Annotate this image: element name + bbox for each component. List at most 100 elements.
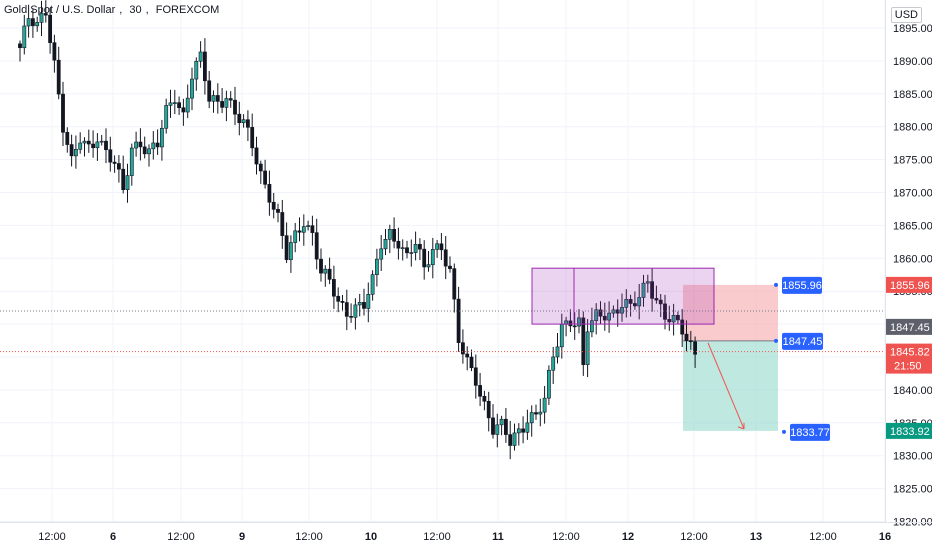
time-tick-label: 9 xyxy=(239,531,245,543)
candle-down xyxy=(663,303,667,320)
target-price-tag-text: 1833.92 xyxy=(890,426,930,438)
candle-down xyxy=(104,140,108,151)
candle-up xyxy=(168,102,173,106)
candle-down xyxy=(469,356,474,369)
symbol-interval: 30 xyxy=(129,4,142,16)
target-label-handle[interactable] xyxy=(782,429,786,434)
price-tick-label: 1890.00 xyxy=(893,56,932,68)
candle-down xyxy=(327,268,332,280)
candle-down xyxy=(271,201,276,210)
target-label[interactable] xyxy=(790,423,830,441)
candle-up xyxy=(374,258,379,275)
candle-up xyxy=(22,25,27,49)
consolidation-box[interactable] xyxy=(531,267,715,325)
entry-label[interactable] xyxy=(782,332,823,350)
candle-down xyxy=(439,243,444,251)
candle-down xyxy=(177,102,182,109)
candle-down xyxy=(43,13,48,16)
candle-up xyxy=(134,141,139,149)
candle-down xyxy=(250,127,255,149)
candle-down xyxy=(276,209,280,213)
price-tick-label: 1875.00 xyxy=(893,155,932,167)
price-tick-label: 1825.00 xyxy=(893,484,932,496)
candle-up xyxy=(194,60,199,80)
target-price-tag xyxy=(886,422,932,439)
candle-down xyxy=(405,247,409,254)
candle-down xyxy=(319,258,323,274)
candle-up xyxy=(607,312,612,321)
time-tick-label: 12:00 xyxy=(295,531,323,543)
candle-up xyxy=(39,13,44,23)
candle-down xyxy=(465,353,470,358)
stop-price-tag xyxy=(886,276,932,293)
candle-down xyxy=(215,95,220,102)
candle-up xyxy=(160,127,164,148)
entry-label-handle[interactable] xyxy=(774,338,778,343)
candle-down xyxy=(18,43,22,49)
candle-down xyxy=(284,235,289,260)
candle-up xyxy=(306,225,311,227)
position-zones[interactable] xyxy=(683,284,778,431)
time-tick-label: 13 xyxy=(750,531,762,543)
candle-down xyxy=(417,244,422,250)
candle-down xyxy=(392,229,397,242)
candle-down xyxy=(112,161,117,164)
candle-down xyxy=(628,299,633,304)
stop-label-handle[interactable] xyxy=(774,282,778,287)
symbol-exchange: FOREXCOM xyxy=(155,4,220,16)
time-tick-label: 12:00 xyxy=(167,531,195,543)
candle-down xyxy=(297,230,302,233)
stop-price-tag-text: 1855.96 xyxy=(890,280,930,292)
stop-label[interactable] xyxy=(782,276,822,294)
candle-up xyxy=(387,229,392,240)
price-axis[interactable]: 1820.001825.001830.001835.001840.001845.… xyxy=(885,0,932,529)
candle-up xyxy=(426,264,431,268)
candle-down xyxy=(331,279,336,297)
projection-arrow-line xyxy=(707,342,745,430)
candle-down xyxy=(486,400,491,419)
candle-up xyxy=(529,412,534,424)
candle-down xyxy=(521,428,526,433)
drawing-overlays[interactable]: 1855.96 1847.45 1833.77 xyxy=(0,267,885,441)
candle-up xyxy=(26,18,31,27)
candle-up xyxy=(551,356,556,371)
time-tick-label: 12:00 xyxy=(38,531,66,543)
candle-down xyxy=(473,367,478,386)
candle-up xyxy=(645,281,650,284)
candle-down xyxy=(30,18,35,27)
time-tick-label: 12:00 xyxy=(552,531,580,543)
current-price-tag xyxy=(886,343,932,374)
price-tags: 1855.96 1847.45 1845.82 21:50 1833.92 xyxy=(886,276,932,439)
candle-down xyxy=(693,341,698,355)
candle-down xyxy=(61,93,65,133)
candle-up xyxy=(293,230,298,243)
candle-down xyxy=(336,295,341,302)
time-tick-label: 12:00 xyxy=(680,531,708,543)
candle-up xyxy=(78,142,83,150)
time-axis[interactable]: 12:00 6 12:00 9 12:00 10 12:00 11 12:00 12 12:00 13… xyxy=(0,522,932,544)
candle-down xyxy=(482,395,487,402)
candle-down xyxy=(396,240,401,249)
currency-button[interactable]: USD xyxy=(890,7,922,23)
candle-up xyxy=(95,141,100,149)
candle-down xyxy=(680,319,685,335)
time-tick-label: 12 xyxy=(622,531,634,543)
candle-down xyxy=(443,249,448,267)
candle-up xyxy=(671,314,676,323)
candle-up xyxy=(430,249,435,266)
candle-down xyxy=(568,320,573,327)
candle-down xyxy=(69,144,74,157)
target-label-text: 1833.77 xyxy=(790,427,830,439)
candle-up xyxy=(99,140,104,143)
candle-down xyxy=(362,302,366,309)
candle-down xyxy=(56,59,61,95)
stop-loss-zone[interactable] xyxy=(683,284,778,341)
candle-down xyxy=(267,184,272,203)
candle-down xyxy=(581,317,586,365)
take-profit-zone[interactable] xyxy=(683,340,778,431)
time-tick-label: 11 xyxy=(492,531,504,543)
legend-sep-1: , xyxy=(119,4,123,16)
candle-up xyxy=(542,397,547,413)
candle-down xyxy=(632,303,637,307)
